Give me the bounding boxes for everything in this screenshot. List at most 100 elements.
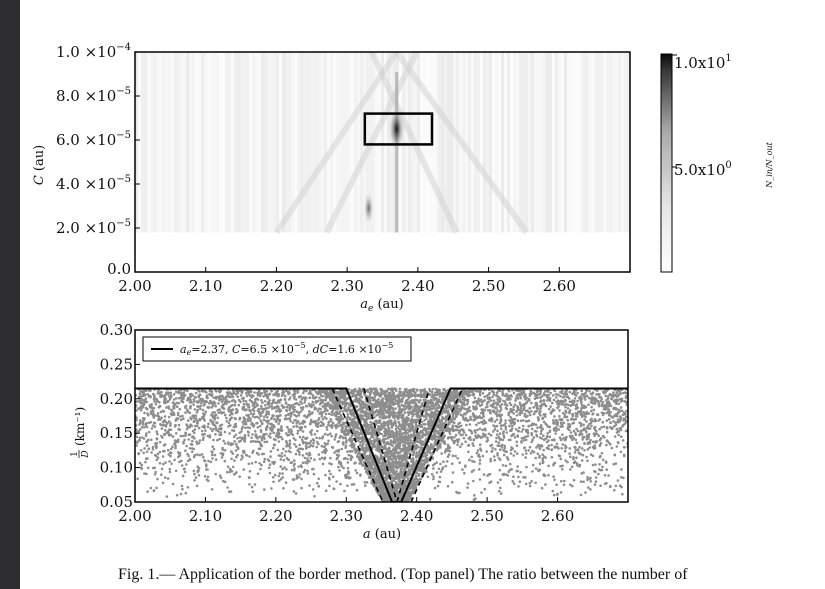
scatter-point xyxy=(193,400,196,403)
heatmap-stripe xyxy=(468,52,471,233)
scatter-point xyxy=(624,421,628,424)
scatter-point xyxy=(584,405,588,409)
scatter-point xyxy=(315,436,318,440)
scatter-point xyxy=(194,391,198,395)
scatter-point xyxy=(578,463,582,467)
scatter-point xyxy=(138,392,142,396)
scatter-point xyxy=(568,447,572,450)
heatmap-stripe xyxy=(585,52,588,233)
scatter-point xyxy=(583,418,586,421)
scatter-point xyxy=(443,451,447,454)
scatter-point xyxy=(318,396,321,400)
heatmap-stripe xyxy=(264,52,267,233)
scatter-point xyxy=(167,428,171,432)
scatter-point xyxy=(512,475,515,479)
scatter-point xyxy=(182,391,186,395)
scatter-point xyxy=(301,408,304,411)
colorbar-tick-label-mid: 5.0x100 xyxy=(674,160,732,179)
scatter-point xyxy=(581,453,585,457)
scatter-point xyxy=(230,416,233,420)
scatter-point xyxy=(272,480,275,484)
scatter-point xyxy=(334,426,338,430)
scatter-point xyxy=(620,409,624,413)
scatter-point xyxy=(508,462,512,466)
scatter-point xyxy=(203,401,206,404)
scatter-point xyxy=(599,484,602,488)
scatter-point xyxy=(241,425,244,429)
scatter-point xyxy=(457,431,461,435)
scatter-point xyxy=(325,408,328,411)
scatter-point xyxy=(528,481,532,485)
scatter-point xyxy=(561,389,564,393)
scatter-point xyxy=(509,448,513,452)
scatter-point xyxy=(354,461,357,465)
scatter-point xyxy=(564,409,567,413)
scatter-point xyxy=(548,435,552,439)
scatter-point xyxy=(509,452,513,455)
scatter-point xyxy=(552,493,556,497)
scatter-point xyxy=(563,449,567,453)
scatter-point xyxy=(443,442,447,445)
x-tick-label: 2.20 xyxy=(260,277,293,295)
scatter-point xyxy=(480,420,484,424)
scatter-point xyxy=(193,408,197,411)
scatter-point xyxy=(589,392,593,396)
heatmap-stripe xyxy=(417,52,420,233)
scatter-point xyxy=(256,426,260,429)
scatter-point xyxy=(598,444,602,448)
scatter-point xyxy=(247,405,251,409)
scatter-point xyxy=(204,410,208,414)
heatmap-stripe xyxy=(552,52,555,233)
heatmap-stripe xyxy=(165,52,168,233)
scatter-point xyxy=(354,469,358,472)
scatter-point xyxy=(172,405,175,408)
scatter-point xyxy=(285,468,288,471)
scatter-point xyxy=(234,471,238,475)
scatter-point xyxy=(156,477,159,481)
scatter-point xyxy=(491,404,495,408)
scatter-point xyxy=(598,427,601,431)
scatter-point xyxy=(566,419,569,422)
scatter-point xyxy=(228,391,231,394)
scatter-point xyxy=(158,404,162,408)
scatter-point xyxy=(496,452,499,455)
scatter-point xyxy=(492,402,496,405)
scatter-point xyxy=(192,469,196,473)
scatter-point xyxy=(299,410,303,413)
scatter-point xyxy=(268,392,272,396)
scatter-point xyxy=(546,434,549,438)
heatmap-stripe xyxy=(444,52,447,233)
heatmap-stripe xyxy=(579,52,582,233)
scatter-point xyxy=(595,430,598,433)
scatter-point xyxy=(512,454,515,457)
scatter-point xyxy=(532,391,536,395)
scatter-point xyxy=(203,459,206,462)
scatter-point xyxy=(414,474,418,478)
scatter-point xyxy=(609,421,613,425)
scatter-point xyxy=(283,454,287,457)
scatter-point xyxy=(255,402,258,405)
scatter-point xyxy=(545,440,549,444)
scatter-point xyxy=(155,446,158,450)
scatter-point xyxy=(588,389,591,393)
scatter-point xyxy=(591,440,595,444)
colorbar xyxy=(660,53,673,273)
scatter-point xyxy=(256,472,260,476)
scatter-point xyxy=(589,453,593,456)
scatter-point xyxy=(559,491,563,494)
heatmap-stripe xyxy=(216,52,219,233)
scatter-point xyxy=(440,452,444,455)
scatter-point xyxy=(222,439,225,443)
scatter-point xyxy=(243,419,246,422)
scatter-point xyxy=(472,438,476,442)
scatter-point xyxy=(350,483,354,486)
scatter-point xyxy=(514,428,518,431)
scatter-point xyxy=(277,479,281,483)
scatter-point xyxy=(343,407,347,411)
scatter-point xyxy=(294,452,298,456)
scatter-point xyxy=(192,455,196,459)
scatter-point xyxy=(547,444,551,448)
scatter-point xyxy=(279,429,283,432)
heatmap-image xyxy=(135,52,630,235)
scatter-point xyxy=(251,415,255,418)
